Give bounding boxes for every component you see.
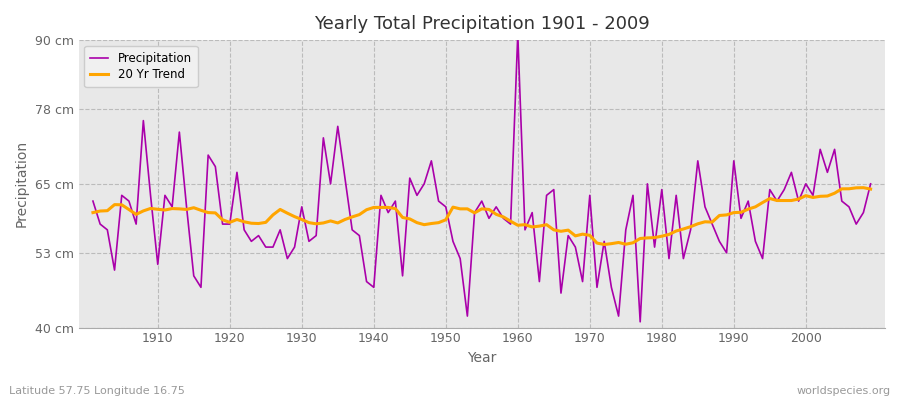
- Precipitation: [505, 222, 516, 226]
- 20 Yr Trend: [606, 241, 616, 246]
- Precipitation: [87, 199, 98, 204]
- Legend: Precipitation, 20 Yr Trend: Precipitation, 20 Yr Trend: [85, 46, 197, 87]
- 20 Yr Trend: [145, 206, 156, 211]
- Text: worldspecies.org: worldspecies.org: [796, 386, 891, 396]
- 20 Yr Trend: [865, 187, 876, 192]
- Precipitation: [519, 228, 530, 232]
- Line: 20 Yr Trend: 20 Yr Trend: [93, 188, 870, 244]
- 20 Yr Trend: [858, 185, 868, 190]
- 20 Yr Trend: [505, 219, 516, 224]
- Precipitation: [145, 193, 156, 198]
- 20 Yr Trend: [512, 223, 523, 228]
- Precipitation: [634, 320, 645, 324]
- Precipitation: [606, 285, 616, 290]
- 20 Yr Trend: [598, 242, 609, 247]
- 20 Yr Trend: [87, 210, 98, 215]
- Precipitation: [303, 239, 314, 244]
- 20 Yr Trend: [346, 214, 357, 219]
- Text: Latitude 57.75 Longitude 16.75: Latitude 57.75 Longitude 16.75: [9, 386, 184, 396]
- Y-axis label: Precipitation: Precipitation: [15, 140, 29, 228]
- Title: Yearly Total Precipitation 1901 - 2009: Yearly Total Precipitation 1901 - 2009: [314, 15, 650, 33]
- X-axis label: Year: Year: [467, 351, 497, 365]
- Precipitation: [346, 228, 357, 232]
- Precipitation: [865, 182, 876, 186]
- Line: Precipitation: Precipitation: [93, 34, 870, 322]
- Precipitation: [512, 32, 523, 37]
- 20 Yr Trend: [303, 220, 314, 225]
